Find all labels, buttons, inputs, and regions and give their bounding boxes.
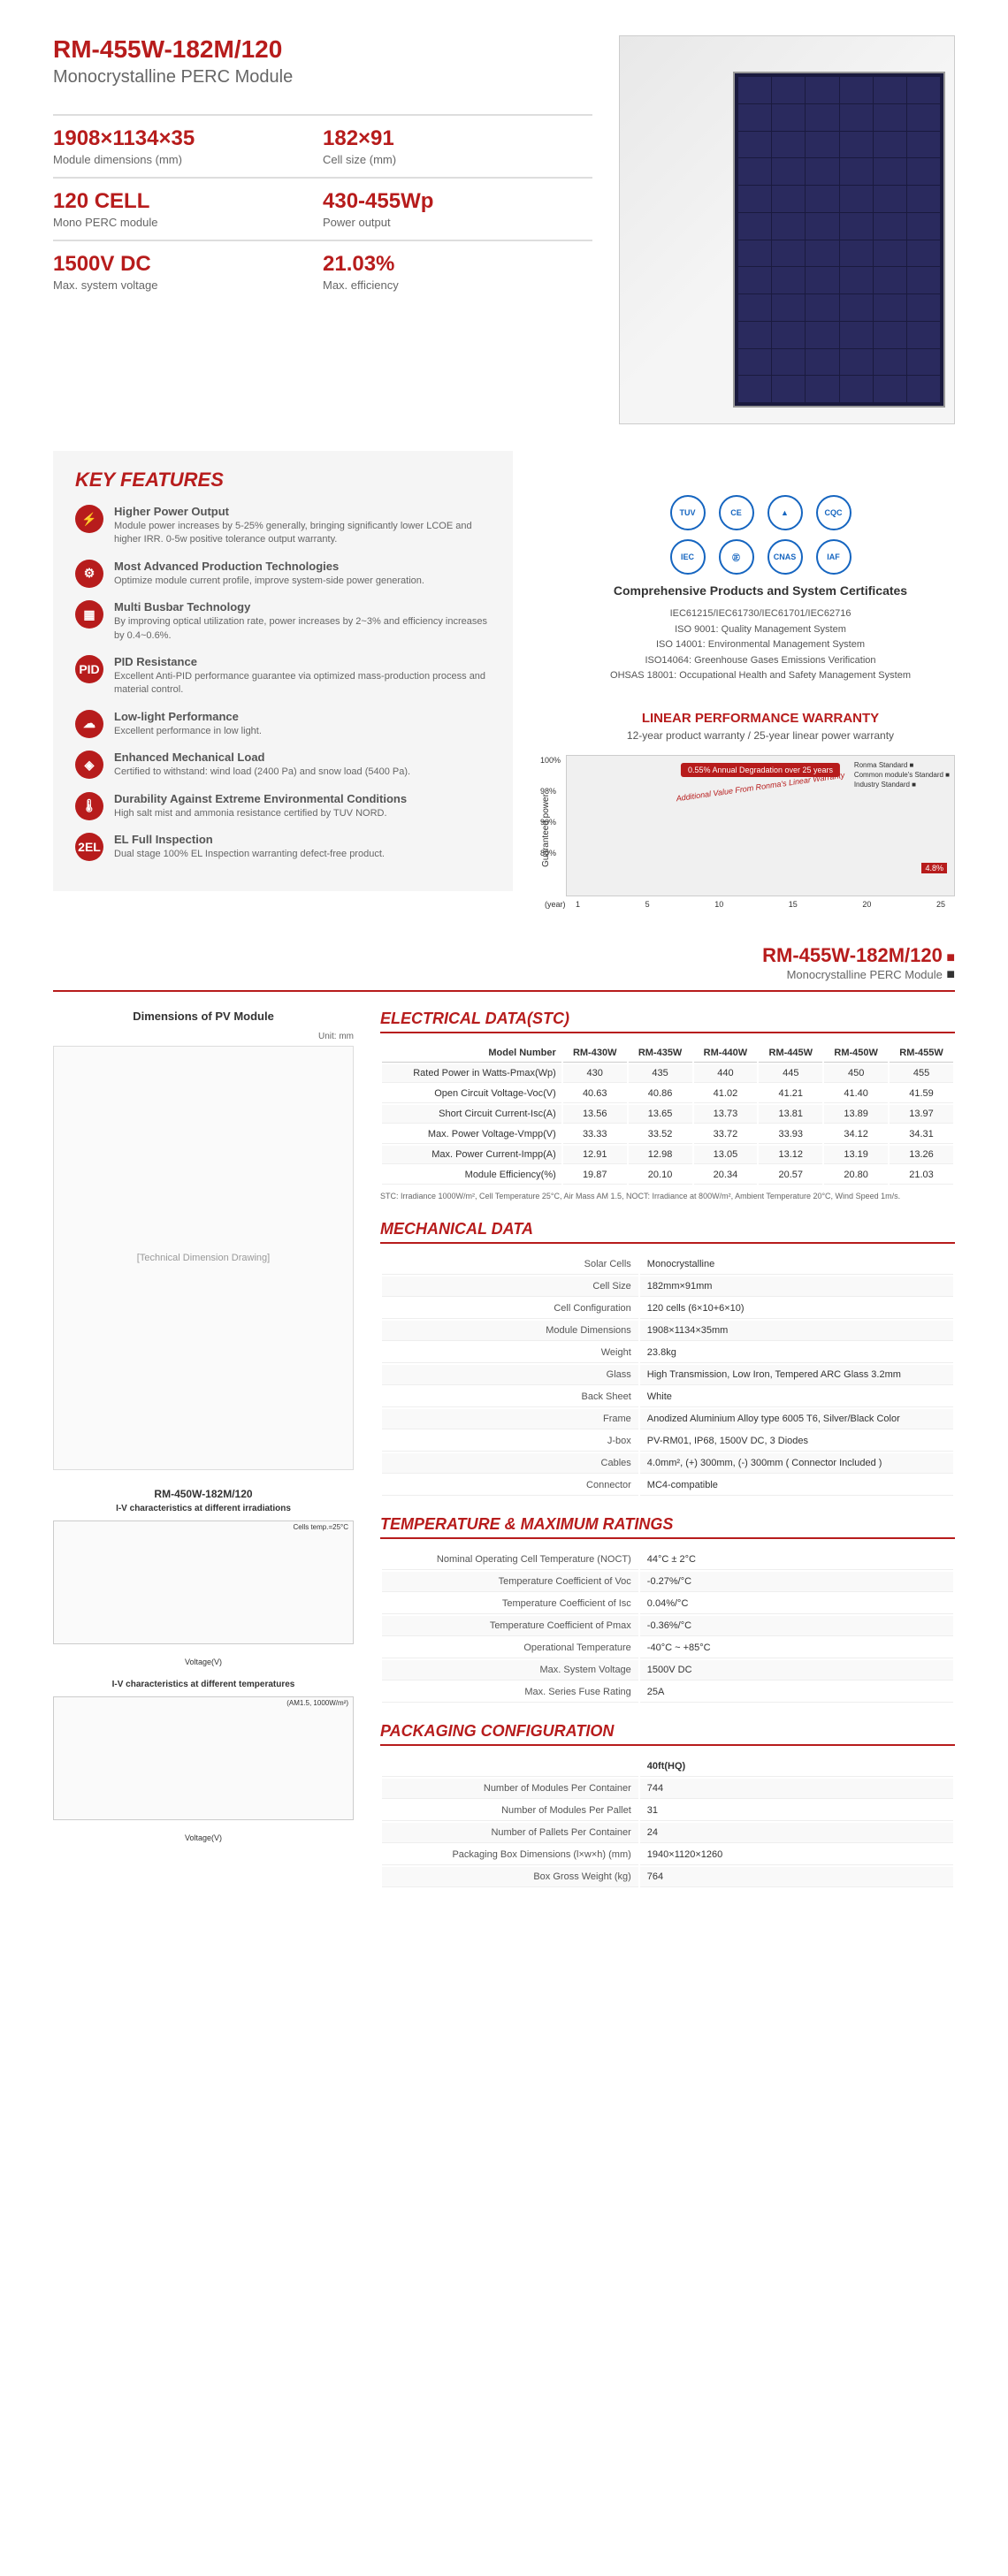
feature-title: Higher Power Output [114,505,491,518]
dimensions-title: Dimensions of PV Module [53,1010,354,1023]
iv-model: RM-450W-182M/120 [53,1488,354,1500]
cert-icon: IAF [816,539,851,575]
electrical-table: Model NumberRM-430WRM-435WRM-440WRM-445W… [380,1042,955,1186]
panel-image [619,35,955,424]
mechanical-table: Solar CellsMonocrystallineCell Size182mm… [380,1253,955,1498]
feature-title: Low-light Performance [114,710,491,723]
spec-value: 21.03% [323,252,592,277]
spec-value: 182×91 [323,126,592,151]
feature-icon: ☁ [75,710,103,738]
cert-item: IEC61215/IEC61730/IEC61701/IEC62716 [566,606,955,622]
cert-icon: CNAS [767,539,803,575]
spec-label: Max. system voltage [53,278,323,292]
feature-icon: PID [75,655,103,683]
cert-icon: ▲ [767,495,803,530]
feature-desc: Excellent Anti-PID performance guarantee… [114,670,491,697]
spec-label: Cell size (mm) [323,153,592,166]
feature-desc: High salt mist and ammonia resistance ce… [114,807,491,820]
dimensions-diagram: [Technical Dimension Drawing] [53,1046,354,1470]
iv-sub1: I-V characteristics at different irradia… [53,1504,354,1513]
packaging-table: 40ft(HQ)Number of Modules Per Container7… [380,1755,955,1889]
spec-label: Mono PERC module [53,216,323,229]
spec-label: Max. efficiency [323,278,592,292]
feature-desc: Certified to withstand: wind load (2400 … [114,766,491,779]
feature-title: Durability Against Extreme Environmental… [114,792,491,805]
page2-subtitle: Monocrystalline PERC Module [787,968,943,981]
feature-icon: ⚡ [75,505,103,533]
iv-sub2: I-V characteristics at different tempera… [53,1680,354,1689]
cert-item: ISO 14001: Environmental Management Syst… [566,637,955,653]
module-subtitle: Monocrystalline PERC Module [53,67,592,88]
temperature-title: TEMPERATURE & MAXIMUM RATINGS [380,1515,955,1539]
cert-icon: TUV [670,495,706,530]
feature-desc: Dual stage 100% EL Inspection warranting… [114,848,491,861]
spec-value: 120 CELL [53,189,323,214]
feature-title: Enhanced Mechanical Load [114,751,491,764]
feature-icon: ◈ [75,751,103,779]
mechanical-title: MECHANICAL DATA [380,1220,955,1244]
feature-desc: By improving optical utilization rate, p… [114,615,491,643]
cert-item: ISO 9001: Quality Management System [566,622,955,638]
dimensions-unit: Unit: mm [53,1032,354,1041]
iv-chart-temperature: (AM1.5, 1000W/m²) [53,1696,354,1820]
iv-chart-irradiation: Cells temp.=25°C [53,1520,354,1644]
electrical-note: STC: Irradiance 1000W/m², Cell Temperatu… [380,1192,955,1202]
warranty-title: LINEAR PERFORMANCE WARRANTY [566,711,955,726]
cert-title: Comprehensive Products and System Certif… [566,583,955,598]
feature-title: PID Resistance [114,655,491,668]
feature-icon: 2EL [75,833,103,861]
feature-icon: ⚙ [75,560,103,588]
spec-value: 430-455Wp [323,189,592,214]
cert-icon: IEC [670,539,706,575]
page2-model: RM-455W-182M/120 [762,944,943,966]
feature-desc: Module power increases by 5-25% generall… [114,520,491,547]
key-features-title: KEY FEATURES [75,469,491,492]
warranty-chart: 0.55% Annual Degradation over 25 years G… [566,755,955,896]
feature-title: Multi Busbar Technology [114,600,491,614]
model-number: RM-455W-182M/120 [53,35,592,64]
temperature-table: Nominal Operating Cell Temperature (NOCT… [380,1548,955,1704]
spec-value: 1908×1134×35 [53,126,323,151]
cert-icon: CE [719,495,754,530]
feature-title: Most Advanced Production Technologies [114,560,491,573]
feature-desc: Optimize module current profile, improve… [114,575,491,588]
feature-icon: 🌡 [75,792,103,820]
feature-title: EL Full Inspection [114,833,491,846]
spec-value: 1500V DC [53,252,323,277]
electrical-title: ELECTRICAL DATA(STC) [380,1010,955,1033]
cert-item: OHSAS 18001: Occupational Health and Saf… [566,668,955,684]
packaging-title: PACKAGING CONFIGURATION [380,1722,955,1746]
feature-desc: Excellent performance in low light. [114,725,491,738]
key-features-section: KEY FEATURES ⚡ Higher Power Output Module … [53,451,513,891]
feature-icon: ▦ [75,600,103,629]
cert-icon: CQC [816,495,851,530]
warranty-subtitle: 12-year product warranty / 25-year linea… [566,729,955,742]
cert-item: ISO14064: Greenhouse Gases Emissions Ver… [566,653,955,669]
spec-label: Power output [323,216,592,229]
cert-icon: ㊣ [719,539,754,575]
spec-label: Module dimensions (mm) [53,153,323,166]
